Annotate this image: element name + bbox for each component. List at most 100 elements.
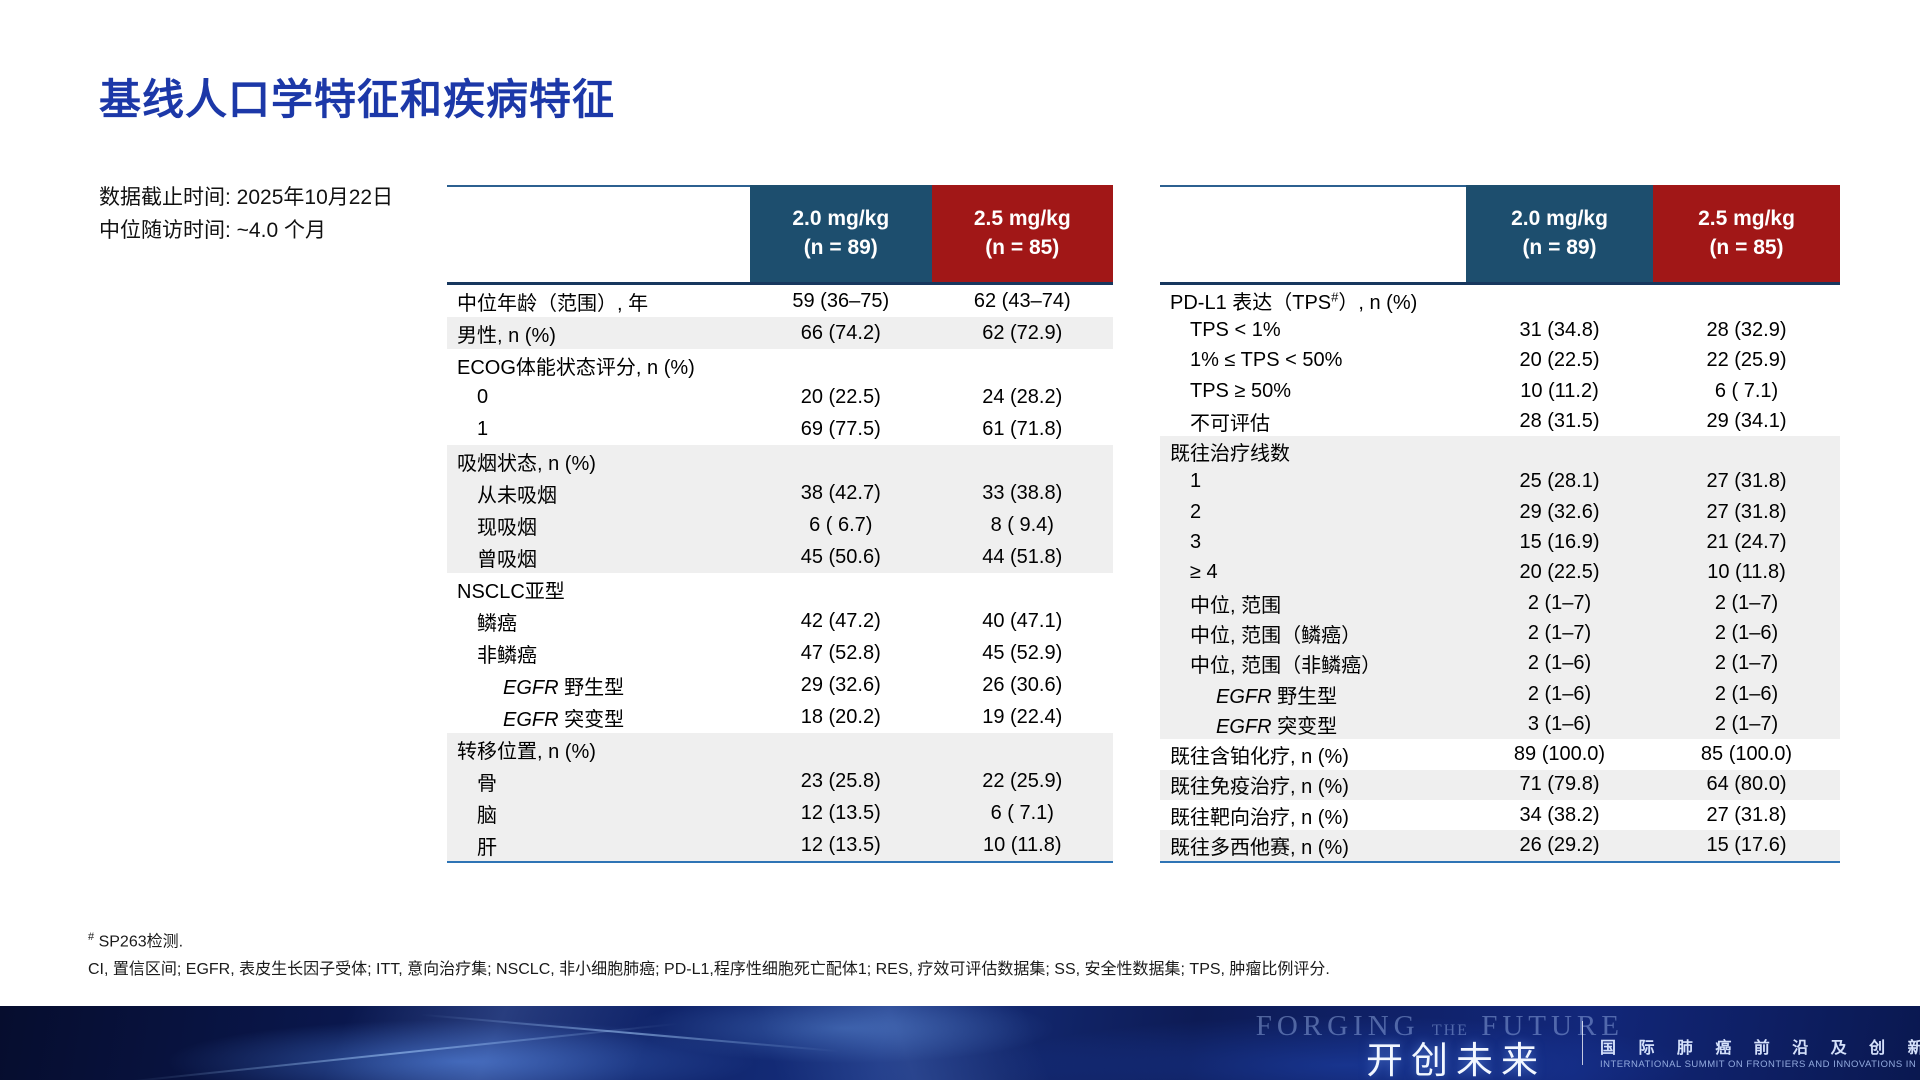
table-row: EGFR 突变型 18 (20.2) 19 (22.4) <box>447 701 1113 733</box>
table-row: 非鳞癌 47 (52.8) 45 (52.9) <box>447 637 1113 669</box>
cell-value: 10 (11.8) <box>1707 561 1786 584</box>
table-row: 既往多西他赛, n (%) 26 (29.2) 15 (17.6) <box>1160 830 1840 861</box>
table-row: 骨 23 (25.8) 22 (25.9) <box>447 765 1113 797</box>
table-row: 从未吸烟 38 (42.7) 33 (38.8) <box>447 477 1113 509</box>
table-row: 中位年龄（范围）, 年 59 (36–75) 62 (43–74) <box>447 285 1113 317</box>
row-label: 现吸烟 <box>447 511 750 540</box>
cell-value: 71 (79.8) <box>1519 773 1600 796</box>
row-label: EGFR 野生型 <box>447 671 750 700</box>
cell-value: 40 (47.1) <box>982 609 1063 632</box>
row-label-segment: 既往含铂化疗, n (%) <box>1170 746 1349 769</box>
row-label-segment: 0 <box>477 385 489 408</box>
footnote-assay: # SP263检测. <box>88 928 1330 956</box>
row-label-segment: 突变型 <box>1271 715 1338 738</box>
arm-dose-label: 2.5 mg/kg <box>973 207 1071 231</box>
row-label: EGFR 突变型 <box>1160 710 1466 739</box>
banner-divider <box>1582 1021 1583 1065</box>
row-label: 中位年龄（范围）, 年 <box>447 287 750 316</box>
header-label-spacer <box>447 185 750 282</box>
cell-value: 59 (36–75) <box>792 289 890 312</box>
table-row: 吸烟状态, n (%) <box>447 445 1113 477</box>
table-row: 脑 12 (13.5) 6 ( 7.1) <box>447 797 1113 829</box>
cell-value: 29 (32.6) <box>1519 500 1600 523</box>
cell-value: 2 (1–7) <box>1714 712 1779 735</box>
row-label: 1% ≤ TPS < 50% <box>1160 349 1466 372</box>
conference-tagline-cn: 国 际 肺 癌 前 沿 及 创 新 论 坛 <box>1600 1040 1920 1057</box>
arm-n-label: (n = 85) <box>985 235 1060 259</box>
cell-value: 34 (38.2) <box>1519 803 1600 826</box>
row-label: 1 <box>447 418 750 441</box>
footnote-marker: # <box>88 931 95 943</box>
cell-value: 20 (22.5) <box>1519 349 1600 372</box>
cell-value: 44 (51.8) <box>982 545 1063 568</box>
cell-value: 26 (30.6) <box>982 673 1063 696</box>
header-label-spacer <box>1160 185 1466 282</box>
table-row: PD-L1 表达（TPS#）, n (%) <box>1160 285 1840 315</box>
cell-value: 18 (20.2) <box>800 705 881 728</box>
table-row: 既往治疗线数 <box>1160 436 1840 467</box>
row-label-segment: PD-L1 表达（TPS <box>1170 291 1332 314</box>
row-label-segment: 男性, n (%) <box>457 324 556 347</box>
row-label-segment: 中位, 范围（非鳞癌） <box>1190 655 1382 678</box>
row-label-segment: 不可评估 <box>1190 412 1270 435</box>
row-label-segment: 2 <box>1190 500 1202 523</box>
row-label: 2 <box>1160 501 1466 524</box>
cell-value: 2 (1–7) <box>1527 621 1592 644</box>
row-label-segment: 曾吸烟 <box>477 548 537 571</box>
cell-value: 10 (11.2) <box>1520 379 1599 402</box>
cell-value: 2 (1–6) <box>1714 682 1779 705</box>
cell-value: 2 (1–6) <box>1527 682 1592 705</box>
conference-brand: 开创未来 <box>1366 1040 1546 1080</box>
row-label: 曾吸烟 <box>447 543 750 572</box>
data-cutoff-line: 数据截止时间: 2025年10月22日 <box>99 186 394 209</box>
table-row: 中位, 范围 2 (1–7) 2 (1–7) <box>1160 587 1840 619</box>
cell-value: 23 (25.8) <box>800 769 881 792</box>
arm-2-5-header: 2.5 mg/kg (n = 85) <box>1653 185 1840 282</box>
cell-value: 2 (1–6) <box>1527 652 1592 675</box>
table-row: 1% ≤ TPS < 50% 20 (22.5) 22 (25.9) <box>1160 346 1840 376</box>
table-row: 既往靶向治疗, n (%) 34 (38.2) 27 (31.8) <box>1160 800 1840 830</box>
cell-value: 66 (74.2) <box>800 321 881 344</box>
row-label-segment: 鳞癌 <box>477 612 517 635</box>
arm-2-0-header: 2.0 mg/kg (n = 89) <box>1466 185 1653 282</box>
row-label-segment: NSCLC亚型 <box>457 580 565 603</box>
row-label: EGFR 野生型 <box>1160 680 1466 709</box>
demographics-table-header: 2.0 mg/kg (n = 89) 2.5 mg/kg (n = 85) <box>447 185 1113 285</box>
cell-value: 6 ( 6.7) <box>809 513 873 536</box>
cell-value: 69 (77.5) <box>800 417 881 440</box>
conference-banner: FORGING THE FUTURE 开创未来 国 际 肺 癌 前 沿 及 创 … <box>0 1006 1920 1080</box>
demographics-table: 2.0 mg/kg (n = 89) 2.5 mg/kg (n = 85) 中位… <box>447 185 1113 863</box>
row-label-segment: EGFR <box>503 676 559 699</box>
table-row: 1 25 (28.1) 27 (31.8) <box>1160 466 1840 498</box>
cell-value: 22 (25.9) <box>982 769 1063 792</box>
cell-value: 22 (25.9) <box>1706 349 1787 372</box>
row-label: 非鳞癌 <box>447 639 750 668</box>
row-label: 既往免疫治疗, n (%) <box>1160 770 1466 799</box>
cell-value: 2 (1–7) <box>1714 591 1779 614</box>
table-row: 男性, n (%) 66 (74.2) 62 (72.9) <box>447 317 1113 349</box>
row-label-segment: 吸烟状态, n (%) <box>457 452 596 475</box>
table-row: 3 15 (16.9) 21 (24.7) <box>1160 527 1840 558</box>
row-label: 中位, 范围（鳞癌） <box>1160 619 1466 648</box>
row-label: TPS < 1% <box>1160 319 1466 342</box>
arm-2-0-header: 2.0 mg/kg (n = 89) <box>750 185 932 282</box>
cell-value: 85 (100.0) <box>1700 743 1793 766</box>
banner-watermark: FORGING THE FUTURE <box>1256 1010 1624 1043</box>
row-label-segment: ECOG体能状态评分, n (%) <box>457 356 695 379</box>
row-label: 0 <box>447 386 750 409</box>
cell-value: 31 (34.8) <box>1519 318 1600 341</box>
page-title: 基线人口学特征和疾病特征 <box>99 76 616 123</box>
row-label: 不可评估 <box>1160 407 1466 436</box>
row-label-segment: 既往多西他赛, n (%) <box>1170 836 1349 859</box>
row-label-segment: 既往治疗线数 <box>1170 443 1290 466</box>
cell-value: 45 (50.6) <box>800 545 881 568</box>
table-row: 0 20 (22.5) 24 (28.2) <box>447 381 1113 413</box>
banner-light-streak <box>121 1022 679 1080</box>
cell-value: 12 (13.5) <box>800 801 881 824</box>
cell-value: 27 (31.8) <box>1706 470 1787 493</box>
row-label: 骨 <box>447 767 750 796</box>
table-row: 鳞癌 42 (47.2) 40 (47.1) <box>447 605 1113 637</box>
table-row: 既往含铂化疗, n (%) 89 (100.0) 85 (100.0) <box>1160 739 1840 769</box>
row-label-segment: 中位年龄（范围）, 年 <box>457 292 649 315</box>
